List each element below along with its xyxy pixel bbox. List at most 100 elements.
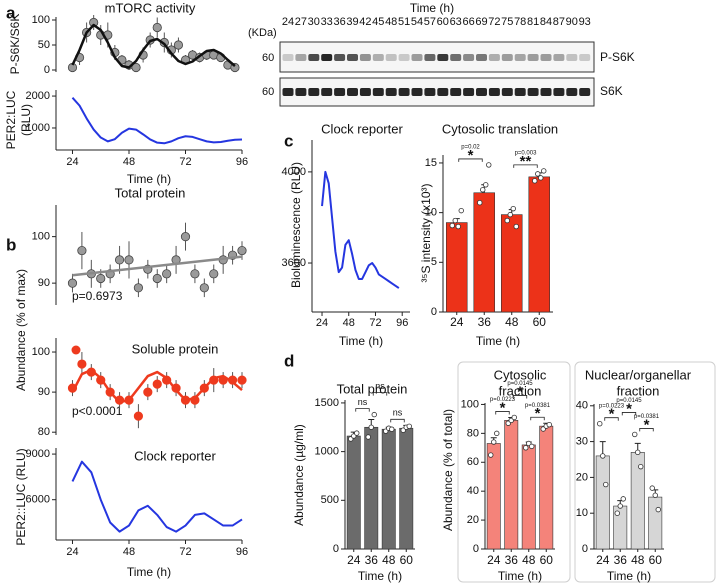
data-point [173, 40, 184, 50]
data-point [617, 503, 623, 509]
data-point [190, 269, 200, 279]
data-point [133, 411, 144, 421]
data-point [452, 217, 458, 224]
data-point [535, 171, 541, 177]
data-point [458, 207, 464, 214]
chart-title: mTORC activity [105, 0, 196, 15]
blot-band [488, 88, 500, 96]
data-line [71, 96, 243, 145]
x-tick-label: 60 [649, 553, 663, 567]
x-tick-label: 24 [596, 553, 610, 567]
x-axis-label: Time (h) [498, 569, 542, 583]
x-tick-label: 36 [365, 553, 379, 567]
blot-band [514, 88, 526, 96]
data-line [321, 170, 400, 289]
y-tick-label: 100 [32, 14, 50, 26]
y-tick-label: 9000 [26, 448, 50, 460]
blot-band [321, 88, 333, 96]
y-axis-label: ³⁵S intensity (x10³) [419, 183, 433, 282]
bar [381, 428, 396, 550]
blot-band [540, 88, 552, 96]
x-tick-label: 48 [123, 156, 135, 168]
blot-band [488, 54, 500, 61]
y-axis-label: Bioluminescence (RLU) [289, 162, 303, 288]
blot-band [385, 88, 397, 96]
significance-bracket [495, 411, 510, 415]
bar [648, 496, 663, 550]
x-tick-label: 36 [478, 315, 492, 329]
x-tick-label: 24 [450, 315, 464, 329]
blot-band [450, 54, 462, 61]
bar [528, 176, 550, 313]
y-tick-label: 60 [467, 456, 479, 468]
panel-letter: b [6, 235, 16, 254]
blot-band [359, 54, 371, 61]
blot-lane-label: 90 [566, 16, 578, 28]
blot-lane-label: 27 [295, 16, 307, 28]
data-point [614, 510, 620, 516]
data-line [71, 368, 243, 404]
y-tick-label: 4000 [282, 166, 306, 178]
y-tick-label: 100 [32, 346, 50, 358]
x-tick-label: 48 [123, 546, 135, 558]
blot-band [295, 54, 307, 61]
y-axis-label: (RLU) [19, 104, 33, 136]
data-point [114, 255, 125, 265]
blot-lane-label: 36 [333, 16, 345, 28]
data-point [546, 421, 552, 428]
blot-lane-label: 93 [579, 16, 591, 28]
bar [399, 427, 414, 550]
y-tick-label: 500 [321, 494, 339, 506]
blot-band [463, 88, 475, 96]
y-tick-label: 100 [32, 231, 50, 243]
blot-band [398, 88, 410, 96]
blot-band [437, 88, 449, 96]
significance-mark: * [517, 383, 523, 400]
data-point [354, 430, 360, 436]
blot-band [424, 88, 436, 96]
blot-lane-label: 30 [308, 16, 320, 28]
blot-band [347, 54, 358, 61]
blot-lane-label: 51 [398, 16, 410, 28]
x-axis-label: Time (h) [127, 172, 171, 186]
x-tick-label: 24 [66, 546, 78, 558]
data-point [635, 449, 641, 456]
chart-title: Clock reporter [134, 448, 216, 463]
x-tick-label: 60 [533, 315, 547, 329]
x-tick-label: 72 [179, 156, 191, 168]
significance-mark: ns [358, 397, 368, 407]
data-point [541, 168, 547, 174]
significance-bracket [604, 417, 619, 421]
blot-frame [279, 41, 595, 73]
data-point [96, 273, 106, 284]
significance-bracket [372, 392, 388, 396]
blot-lane-label: 69 [475, 16, 487, 28]
x-tick-label: 48 [522, 553, 536, 567]
blot-row-label: P-S6K [600, 50, 635, 64]
panel-letter: a [6, 3, 16, 22]
blot-row-label: S6K [600, 84, 623, 98]
data-point [510, 205, 516, 212]
blot-band [527, 54, 539, 61]
blot-band [372, 54, 384, 61]
y-tick-label: 0 [582, 543, 588, 555]
significance-mark: * [609, 406, 615, 423]
x-tick-label: 60 [400, 553, 414, 567]
data-point [504, 217, 510, 224]
chart-title: fraction [499, 383, 542, 398]
x-tick-label: 96 [236, 156, 248, 168]
data-point [532, 178, 538, 184]
y-axis-label: Abundance (% of total) [441, 409, 455, 531]
blot-band [553, 88, 565, 96]
chart-title: Clock reporter [321, 121, 403, 136]
significance-mark: ns [375, 381, 385, 391]
y-tick-label: 2000 [26, 90, 50, 102]
blot-band [385, 54, 397, 61]
data-point [237, 375, 247, 385]
data-line [71, 460, 243, 533]
data-point [491, 439, 497, 445]
data-point [655, 506, 661, 513]
data-point [603, 481, 609, 488]
bar [473, 192, 495, 313]
data-point [237, 245, 247, 256]
